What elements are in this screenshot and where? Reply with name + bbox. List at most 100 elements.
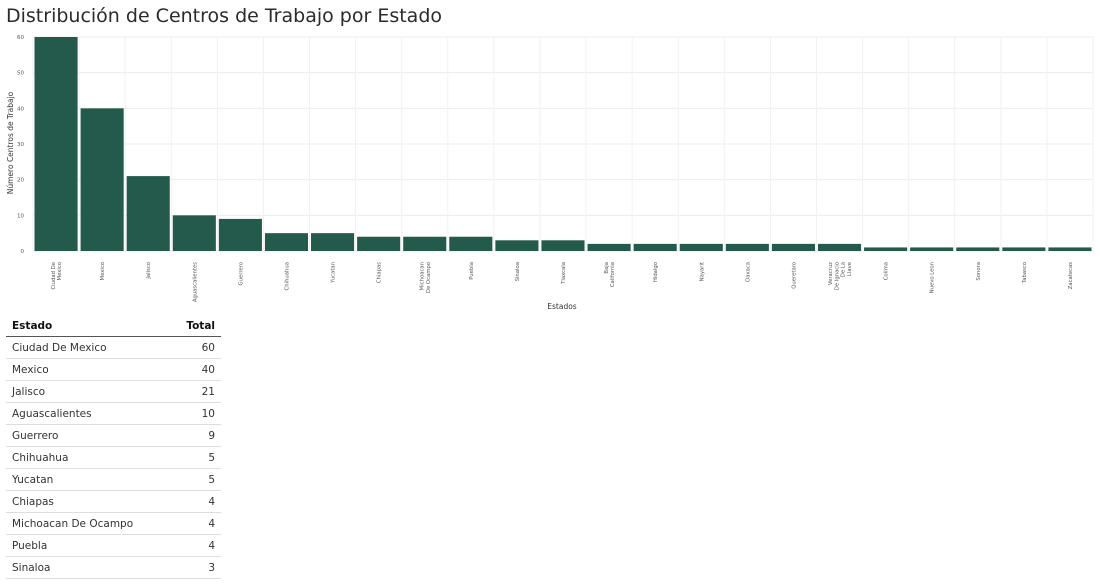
x-tick-label-line: De La <box>841 262 847 277</box>
x-tick-label-line: Jalisco <box>146 262 152 280</box>
x-tick-label: Veracruz De Ignacio De La Llave <box>828 262 853 290</box>
x-tick-label-line: Mexico <box>57 262 63 281</box>
x-tick-label-line: Queretaro <box>791 262 797 289</box>
bar <box>403 236 447 251</box>
bar <box>956 247 1000 251</box>
x-axis-label: Estados <box>547 302 577 311</box>
bar <box>725 243 769 251</box>
bar <box>218 218 262 251</box>
cell-total: 3 <box>170 556 221 579</box>
cell-total: 60 <box>170 336 221 359</box>
table-row: Sinaloa 3 <box>6 556 221 579</box>
cell-total: 5 <box>170 468 221 491</box>
y-tick-label: 50 <box>17 71 24 77</box>
x-tick-label: Yucatan <box>331 262 337 284</box>
x-tick-label-line: Mexico <box>100 262 106 281</box>
bar <box>264 233 309 251</box>
x-tick-label: Chihuahua <box>284 262 290 290</box>
bar <box>34 37 78 251</box>
x-tick-label-line: Ciudad De <box>51 262 57 290</box>
summary-table: Estado Total Ciudad De Mexico 60 Mexico 40 J… <box>6 315 221 579</box>
bar <box>864 247 908 251</box>
cell-estado: Yucatan <box>6 468 171 491</box>
x-tick-label-line: Nuevo Leon <box>930 262 936 293</box>
table-row: Puebla 4 <box>6 534 221 557</box>
grid-lines <box>32 36 1094 252</box>
cell-estado: Michoacan De Ocampo <box>6 512 171 535</box>
x-tick-label: Hidalgo <box>653 262 659 282</box>
x-tick-label: Sonora <box>976 262 982 281</box>
x-tick-label-line: De Ignacio <box>834 262 840 290</box>
cell-estado: Sinaloa <box>6 556 171 579</box>
cell-total: 10 <box>170 402 221 425</box>
bar <box>1002 247 1046 251</box>
bar <box>541 240 585 251</box>
x-tick-label-line: Llave <box>847 262 853 276</box>
x-tick-label-line: Veracruz <box>828 262 834 285</box>
table-row: Aguascalientes 10 <box>6 402 221 425</box>
y-tick-label: 10 <box>17 213 24 219</box>
cell-total: 4 <box>170 512 221 535</box>
cell-estado: Aguascalientes <box>6 402 171 425</box>
cell-estado: Mexico <box>6 358 171 381</box>
x-tick-label-line: Guerrero <box>238 262 244 285</box>
x-tick-label-line: Oaxaca <box>745 262 751 282</box>
cell-estado: Chiapas <box>6 490 171 513</box>
cell-total: 4 <box>170 490 221 513</box>
x-tick-label: Michoacan De Ocampo <box>420 262 432 293</box>
x-tick-label-line: Tabasco <box>1022 262 1028 284</box>
x-tick-label-line: Colima <box>884 262 890 280</box>
x-tick-label-line: Chihuahua <box>284 262 290 290</box>
bar <box>910 247 954 251</box>
cell-total: 21 <box>170 380 221 403</box>
cell-estado: Puebla <box>6 534 171 557</box>
bar <box>633 243 677 251</box>
page-title: Distribución de Centros de Trabajo por E… <box>6 5 442 27</box>
bar <box>587 243 631 251</box>
y-tick-label: 60 <box>17 35 24 41</box>
bar <box>495 240 539 251</box>
y-tick-label: 40 <box>17 106 24 112</box>
column-header-estado: Estado <box>6 315 171 337</box>
x-tick-label-line: California <box>610 262 616 287</box>
x-tick-labels: Ciudad De Mexico Mexico Jalisco Aguascalient… <box>51 262 1074 302</box>
table-row: Yucatan 5 <box>6 468 221 491</box>
table-row: Mexico 40 <box>6 358 221 381</box>
x-tick-label: Sinaloa <box>515 262 521 281</box>
x-tick-label-line: Sonora <box>976 262 982 281</box>
cell-estado: Jalisco <box>6 380 171 403</box>
x-tick-label-line: Sinaloa <box>515 262 521 281</box>
x-tick-label-line: Yucatan <box>331 262 337 284</box>
y-tick-labels: 0 10 20 30 40 50 60 <box>17 35 25 255</box>
x-tick-label-line: Tlaxcala <box>561 262 567 285</box>
cell-total: 9 <box>170 424 221 447</box>
x-tick-label: Colima <box>884 262 890 280</box>
bars <box>34 37 1092 251</box>
x-tick-label-line: Hidalgo <box>653 262 659 282</box>
bar <box>80 108 124 251</box>
column-header-total: Total <box>170 315 221 337</box>
x-tick-label-line: Baja <box>604 262 610 274</box>
bar <box>679 243 723 251</box>
y-axis-label: Número Centros de Trabajo <box>6 91 15 194</box>
table-row: Michoacan De Ocampo 4 <box>6 512 221 535</box>
x-tick-label-line: Nayarit <box>699 262 705 281</box>
bar <box>126 176 170 251</box>
x-tick-label: Nuevo Leon <box>930 262 936 293</box>
x-tick-label: Oaxaca <box>745 262 751 282</box>
cell-total: 5 <box>170 446 221 469</box>
table-row: Ciudad De Mexico 60 <box>6 336 221 359</box>
x-tick-label-line: Zacatecas <box>1068 262 1074 290</box>
x-tick-label: Puebla <box>469 262 475 280</box>
x-tick-label: Mexico <box>100 262 106 281</box>
x-tick-label-line: Chiapas <box>377 262 383 283</box>
bar <box>357 236 401 251</box>
y-tick-label: 20 <box>17 178 24 184</box>
cell-total: 4 <box>170 534 221 557</box>
x-tick-label-line: Puebla <box>469 262 475 280</box>
table-header-row: Estado Total <box>6 315 221 337</box>
x-tick-label: Tlaxcala <box>561 262 567 285</box>
x-tick-label: Chiapas <box>377 262 383 283</box>
x-tick-label: Queretaro <box>791 262 797 289</box>
y-tick-label: 30 <box>17 142 24 148</box>
